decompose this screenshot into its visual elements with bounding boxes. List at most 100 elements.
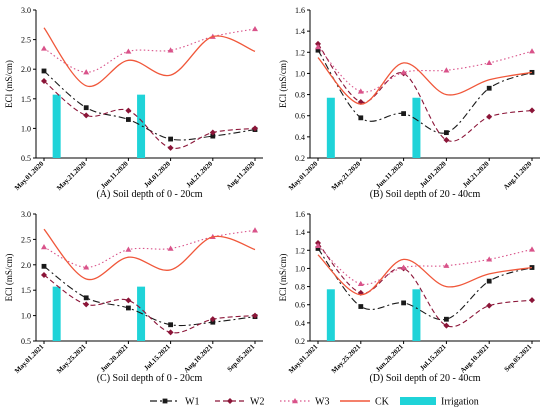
x-tick-label: May.21.2020 xyxy=(330,159,363,192)
y-tick-label: 0.6 xyxy=(295,301,305,310)
legend: W1 W2 W3 CK Irrigation xyxy=(150,397,479,408)
series-line-w1 xyxy=(43,70,256,141)
data-point-w3 xyxy=(486,256,493,262)
series-line-ck xyxy=(43,27,256,87)
irrigation-bar xyxy=(137,94,146,158)
legend-label-w2: W2 xyxy=(250,397,264,408)
data-point-w3 xyxy=(41,45,47,51)
data-point-w2 xyxy=(125,107,132,114)
data-point-w2 xyxy=(486,302,493,309)
data-point-w1 xyxy=(210,133,216,139)
x-tick-label: May.01.2021 xyxy=(287,342,320,375)
legend-label-w3: W3 xyxy=(315,397,329,408)
x-tick-label: Jun.11.2020 xyxy=(374,159,405,190)
series-line-w2 xyxy=(43,274,256,334)
y-tick-label: 3.0 xyxy=(21,6,31,15)
data-point-w1 xyxy=(168,322,173,328)
data-point-w1 xyxy=(126,305,131,311)
y-tick-label: 2.0 xyxy=(21,261,31,270)
data-point-w3 xyxy=(315,44,321,50)
data-point-w3 xyxy=(357,280,364,287)
data-point-w2 xyxy=(529,297,535,304)
y-tick-label: 1.0 xyxy=(295,69,305,78)
x-tick-label: Sep.05.2021 xyxy=(226,342,257,373)
y-tick-label: 1.0 xyxy=(21,124,31,133)
data-point-w2 xyxy=(83,301,90,308)
data-point-w2 xyxy=(167,329,174,336)
x-tick-label: May.25.2021 xyxy=(330,342,363,375)
data-point-w1 xyxy=(358,115,364,121)
y-axis-label: ECl (mS/cm) xyxy=(278,60,288,108)
y-tick-label: 0.4 xyxy=(295,133,305,142)
data-point-w1 xyxy=(358,304,364,309)
y-tick-label: 1.5 xyxy=(21,286,31,295)
data-point-w3 xyxy=(83,264,90,270)
y-tick-label: 0.6 xyxy=(295,112,305,121)
chart-panel-2: 0.2 0.4 0.6 0.8 1.0 1.2 1.4 1.6 ECl (mS/cm) May.0… xyxy=(278,6,540,200)
y-axis-label: ECl (mS/cm) xyxy=(278,254,288,302)
chart-panel-3: 0.5 1.0 1.5 2.0 2.5 3.0 ECl (mS/cm) May.01.2021… xyxy=(4,210,263,384)
x-tick-label: Jul.01.2020 xyxy=(142,159,172,189)
data-point-w2 xyxy=(167,144,174,151)
data-point-w1 xyxy=(401,300,406,306)
series-line-w3 xyxy=(43,229,256,268)
data-point-w2 xyxy=(315,40,321,47)
data-point-w1 xyxy=(315,47,321,53)
data-point-w1 xyxy=(168,136,173,142)
legend-label-w1: W1 xyxy=(185,397,199,408)
series-line-w2 xyxy=(317,43,533,142)
data-point-w2 xyxy=(252,125,258,132)
chart-panel-1: 0.5 1.0 1.5 2.0 2.5 3.0 ECl (mS/cm) May.01.2020… xyxy=(4,6,263,200)
data-point-w3 xyxy=(125,48,132,54)
y-tick-label: 2.5 xyxy=(21,36,31,45)
x-tick-label: Jul.21.2020 xyxy=(461,159,491,189)
data-point-w3 xyxy=(529,246,535,252)
x-tick-label: Jun.11.2020 xyxy=(99,159,130,190)
data-point-w3 xyxy=(357,88,364,94)
data-point-w3 xyxy=(400,69,407,75)
x-tick-label: Jul.15.2021 xyxy=(418,342,448,372)
data-point-w2 xyxy=(83,112,90,119)
data-point-w2 xyxy=(486,113,493,120)
legend-marker-w3 xyxy=(292,398,298,404)
data-point-w1 xyxy=(315,246,321,251)
series-line-ck xyxy=(317,57,533,105)
data-point-w2 xyxy=(529,107,535,114)
legend-swatch-irrigation xyxy=(400,397,436,405)
irrigation-bar xyxy=(326,289,335,341)
y-tick-label: 1.4 xyxy=(295,27,305,36)
panel-caption: (B) Soil depth of 20 - 40cm xyxy=(370,189,481,200)
series-line-w1 xyxy=(43,265,256,327)
series-line-w2 xyxy=(43,80,256,149)
irrigation-bar xyxy=(326,97,335,158)
irrigation-bar xyxy=(412,97,421,158)
x-tick-label: May.01.2021 xyxy=(13,342,46,375)
data-point-w2 xyxy=(125,297,132,304)
x-tick-label: Jul.15.2021 xyxy=(142,342,172,372)
series-line-w3 xyxy=(317,46,533,93)
y-tick-label: 0.2 xyxy=(295,154,305,163)
data-point-w3 xyxy=(443,67,450,73)
data-point-w2 xyxy=(209,316,216,323)
data-point-w2 xyxy=(41,271,47,278)
y-tick-label: 1.6 xyxy=(295,6,305,15)
data-point-w1 xyxy=(210,319,216,325)
data-point-w3 xyxy=(252,227,258,233)
data-point-w1 xyxy=(41,263,47,269)
x-tick-label: Sep.05.2021 xyxy=(503,342,534,373)
y-tick-label: 0.8 xyxy=(295,91,305,100)
data-point-w1 xyxy=(444,130,449,136)
x-tick-label: Jul.21.2020 xyxy=(185,159,215,189)
legend-label-ck: CK xyxy=(375,397,390,408)
data-point-w1 xyxy=(486,278,492,284)
x-tick-label: May.01.2020 xyxy=(13,159,46,192)
x-tick-label: Aug.10.2021 xyxy=(459,342,491,374)
x-tick-label: Aug.10.2021 xyxy=(182,342,214,374)
panel-caption: (A) Soil depth of 0 - 20cm xyxy=(96,189,202,200)
y-tick-label: 1.2 xyxy=(295,48,305,57)
panel-caption: (D) Soil depth of 20 - 40cm xyxy=(369,373,480,384)
data-point-w1 xyxy=(83,105,89,111)
y-tick-label: 1.4 xyxy=(295,228,305,237)
data-point-w3 xyxy=(443,262,450,268)
data-point-w3 xyxy=(41,244,47,250)
